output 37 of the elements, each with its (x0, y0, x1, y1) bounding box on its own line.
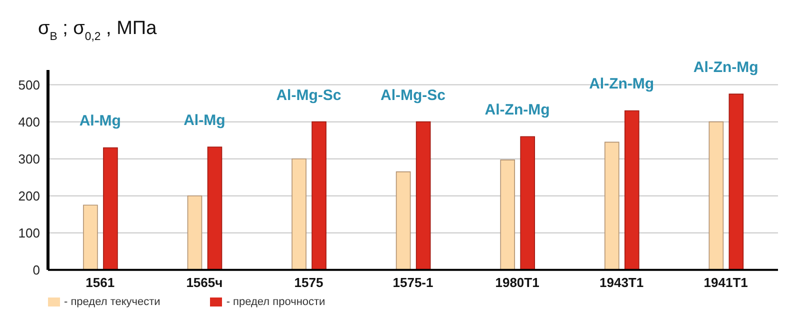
annotation: Al-Mg-Sc (276, 86, 342, 104)
bar (83, 204, 98, 270)
x-tick-label: 1943T1 (600, 275, 644, 290)
y-tick-label: 300 (18, 151, 40, 166)
annotation: Al-Mg-Sc (380, 86, 446, 104)
bar (520, 136, 535, 270)
bar (207, 146, 222, 270)
y-tick-label: 100 (18, 226, 40, 240)
y-tick-label: 500 (18, 77, 40, 92)
x-tick-label: 1980T1 (495, 275, 540, 290)
x-tick-label: 1575 (294, 275, 324, 290)
annotation: Al-Zn-Mg (589, 76, 654, 93)
bar (708, 121, 724, 270)
bar (604, 142, 620, 270)
bar (728, 94, 744, 270)
annotation: Al-Zn-Mg (693, 59, 758, 76)
y-tick-label: 200 (18, 188, 40, 204)
y-axis-title: σ$_{В}$ ; σ$_{0,2}$ , МПа (38, 18, 158, 43)
x-tick-label: 1941T1 (704, 275, 748, 290)
x-tick-label: 1575-1 (392, 275, 434, 290)
bar (292, 158, 306, 270)
legend-label: - предел текучести (64, 296, 160, 308)
bar (500, 160, 515, 270)
bar (103, 147, 118, 270)
bar (187, 195, 202, 270)
x-tick-label: 1565ч (186, 275, 223, 290)
bar (416, 121, 431, 270)
annotation: Al-Mg (184, 112, 226, 129)
annotation: Al-Mg (79, 112, 121, 130)
legend-label: - предел прочности (226, 296, 326, 308)
bar (624, 110, 640, 270)
bar (312, 121, 326, 270)
bar (396, 171, 411, 270)
y-tick-label: 400 (18, 114, 40, 130)
x-tick-label: 1561 (86, 275, 115, 290)
y-tick-label: 0 (32, 262, 40, 278)
annotation: Al-Zn-Mg (484, 102, 550, 119)
